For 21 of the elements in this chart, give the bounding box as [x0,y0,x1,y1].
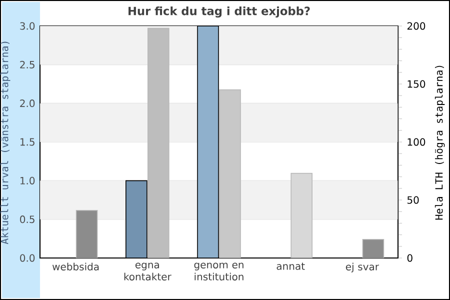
y-tick-label: 1.0 [20,176,35,184]
y-axis-title: Aktuellt urval (vänstra staplarna) [0,42,10,244]
bar [290,172,313,258]
y-tick-label: 0.0 [20,254,35,262]
x-tick-label: egna kontakter [124,262,172,280]
y-tick-label: 0.5 [20,216,34,224]
y-tick-label: 2.0 [20,100,35,108]
y2-tick-label: 200 [407,22,426,30]
y2-axis-title: Hela LTH (högra staplarna) [434,66,445,220]
y2-tick-label: 50 [407,196,419,204]
y-tick-label: 1.5 [20,138,34,146]
y-tick-label: 3.0 [20,22,35,30]
x-tick-label: webbsida [52,262,99,270]
x-tick-label: genom en institution [194,262,244,280]
y-tick-label: 2.5 [20,60,34,68]
y2-tick-label: 150 [408,80,426,88]
chart-title: Hur fick du tag i ditt exjobb? [128,6,310,18]
x-tick-label: ej svar [346,262,380,272]
y2-tick-label: 100 [408,138,426,146]
x-tick-label: annat [276,262,305,270]
y2-tick-label: 0 [407,254,412,262]
